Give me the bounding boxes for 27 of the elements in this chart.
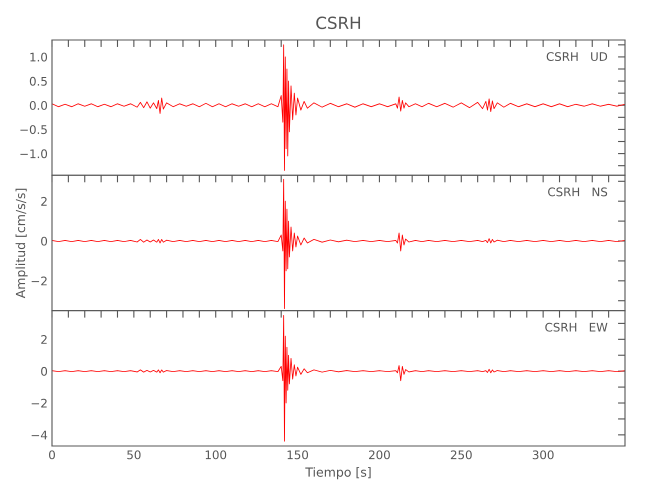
y-tick-label: 2 [41, 196, 47, 206]
y-tick-label: −2 [32, 276, 47, 286]
y-tick-label: 2 [41, 335, 47, 344]
y-tick-label: 0 [41, 366, 48, 376]
y-axis-title: Amplitud [cm/s/s] [16, 188, 28, 298]
x-tick-label: 250 [450, 450, 472, 460]
annotation: CSRH UD [546, 52, 608, 62]
chart-title: CSRH [316, 16, 360, 30]
y-tick-label: −1.0 [20, 149, 48, 158]
y-tick-label: −4 [32, 430, 48, 440]
line-series [52, 44, 625, 171]
x-tick-label: 100 [206, 450, 226, 460]
x-tick-label: 0 [49, 450, 55, 460]
line-series [52, 315, 625, 442]
x-tick-label: 300 [532, 450, 554, 460]
y-tick-label: 0 [41, 236, 48, 246]
y-tick-label: 0.5 [30, 76, 47, 86]
y-tick-label: 1.0 [30, 52, 48, 62]
x-axis-title: Tiempo [s] [305, 467, 371, 480]
x-tick-label: 150 [288, 450, 308, 460]
annotation: CSRH EW [545, 322, 608, 332]
annotation: CSRH NS [548, 187, 608, 196]
x-tick-label: 50 [127, 450, 141, 460]
y-tick-label: −2 [32, 398, 47, 408]
y-tick-label: 0.0 [30, 100, 48, 110]
y-tick-label: −0.5 [20, 125, 47, 134]
x-tick-label: 200 [369, 450, 390, 460]
